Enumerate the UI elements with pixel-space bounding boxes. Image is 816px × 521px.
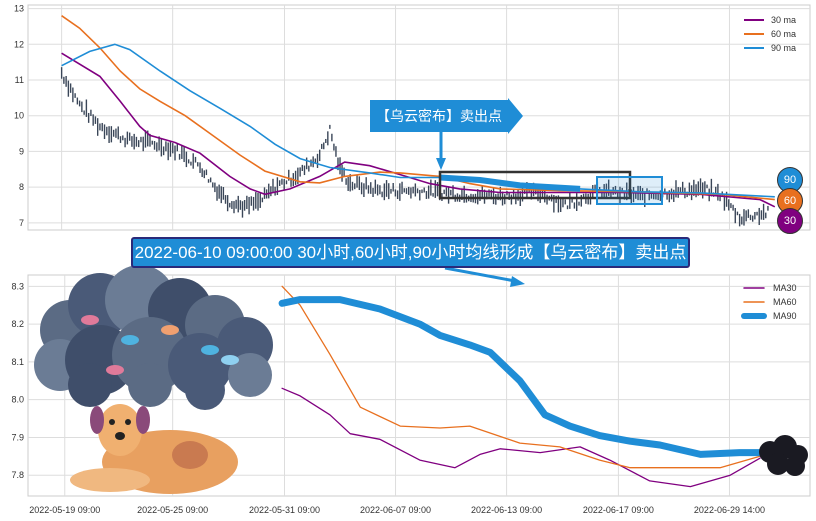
series-line-60-ma [61,15,775,201]
x-tick-label: 2022-05-19 09:00 [29,505,100,515]
dog-head [98,404,142,456]
dark-cloud-icon [759,435,808,476]
dog-illustration [70,404,238,494]
x-tick-label: 2022-06-07 09:00 [360,505,431,515]
down-arrow-head [436,158,446,170]
y-tick-label: 8 [19,182,24,192]
dog-ear [90,406,104,434]
y-tick-label: 8.1 [11,357,24,367]
badge-30: 30 [777,208,803,234]
cloud-puff [185,370,225,410]
confirm-box [596,176,663,205]
legend-label: 60 ma [771,29,796,39]
cloud-puff [128,363,172,407]
dark-cloud-puff [767,453,789,475]
dog-ear [136,406,150,434]
y-tick-label: 7.9 [11,432,24,442]
dog-eye [125,419,131,425]
pointer-arrow-shaft [444,266,516,283]
legend-label: 90 ma [771,43,796,53]
y-tick-label: 8.0 [11,395,24,405]
pointer-arrow-head [510,276,525,287]
y-tick-label: 12 [14,39,24,49]
series-line-MA60 [281,285,761,469]
x-tick-label: 2022-06-17 09:00 [583,505,654,515]
legend-label: 30 ma [771,15,796,25]
legend-label: MA60 [773,297,797,307]
banner-arrow-tip [508,98,523,134]
cloud-puff [68,363,112,407]
y-tick-label: 8.3 [11,281,24,291]
cloud-puff [228,353,272,397]
cloud-color-patch [121,335,139,345]
signal-highlight [439,174,581,192]
x-tick-label: 2022-06-29 14:00 [694,505,765,515]
sell-signal-banner: 【乌云密布】卖出点 [370,100,508,132]
signal-box [438,170,632,200]
x-tick-label: 2022-05-31 09:00 [249,505,320,515]
series-line-MA30 [281,387,761,488]
x-tick-label: 2022-06-13 09:00 [471,505,542,515]
cloud-color-patch [221,355,239,365]
series-line-MA90 [278,296,774,458]
y-tick-label: 8.2 [11,319,24,329]
cloud-color-patch [81,315,99,325]
signal-description-banner: 2022-06-10 09:00:00 30小时,60小时,90小时均线形成【乌… [131,237,690,268]
cloud-color-patch [201,345,219,355]
storm-cloud-illustration [34,265,273,410]
dark-cloud-puff [785,456,805,476]
y-tick-label: 9 [19,146,24,156]
legend-label: MA90 [773,311,797,321]
cloud-color-patch [161,325,179,335]
y-tick-label: 11 [15,75,24,85]
y-tick-label: 7.8 [11,470,24,480]
dog-spot [172,441,208,469]
dog-nose [115,432,125,440]
dog-eye [109,419,115,425]
series-line-30-ma [61,52,776,208]
cloud-color-patch [106,365,124,375]
y-tick-label: 13 [14,4,24,14]
dog-paws [70,468,150,492]
legend-label: MA30 [773,283,797,293]
x-tick-label: 2022-05-25 09:00 [137,505,208,515]
y-tick-label: 10 [14,111,24,121]
y-tick-label: 7 [19,218,24,228]
